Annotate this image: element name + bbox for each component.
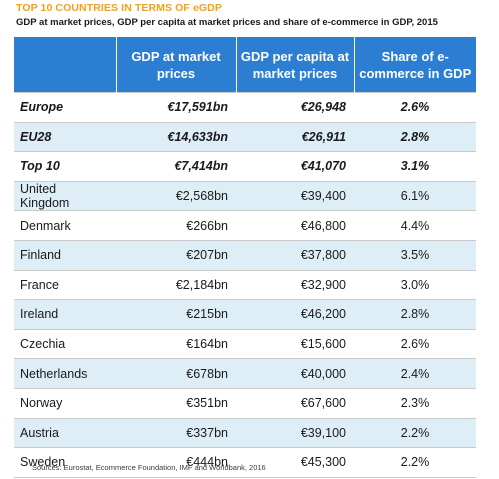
- cell-ecommerce-share: 2.8%: [354, 121, 476, 152]
- cell-gdp-per-capita: €15,600: [236, 328, 354, 359]
- cell-gdp-per-capita: €46,200: [236, 299, 354, 330]
- header-country: [14, 37, 116, 93]
- cell-country: Denmark: [14, 210, 116, 241]
- cell-gdp-per-capita: €40,000: [236, 358, 354, 389]
- cell-country: Netherlands: [14, 358, 116, 389]
- table-row: Denmark €266bn €46,800 4.4%: [14, 210, 476, 241]
- cell-country: Austria: [14, 417, 116, 448]
- cell-gdp: €2,184bn: [116, 269, 236, 300]
- cell-country: Czechia: [14, 328, 116, 359]
- cell-gdp-per-capita: €45,300: [236, 447, 354, 478]
- cell-ecommerce-share: 2.2%: [354, 417, 476, 448]
- table-row: Ireland €215bn €46,200 2.8%: [14, 299, 476, 330]
- cell-ecommerce-share: 2.2%: [354, 447, 476, 478]
- cell-country: Europe: [14, 92, 116, 123]
- cell-gdp: €164bn: [116, 328, 236, 359]
- table-row: Europe €17,591bn €26,948 2.6%: [14, 92, 476, 123]
- table-row: Czechia €164bn €15,600 2.6%: [14, 328, 476, 359]
- cell-gdp-per-capita: €41,070: [236, 151, 354, 182]
- table-row: Norway €351bn €67,600 2.3%: [14, 387, 476, 419]
- cell-gdp-per-capita: €39,100: [236, 417, 354, 448]
- table-row: EU28 €14,633bn €26,911 2.8%: [14, 121, 476, 152]
- header-gdp: GDP at market prices: [115, 37, 236, 93]
- cell-country: Sweden: [14, 447, 116, 478]
- cell-gdp: €14,633bn: [116, 121, 236, 152]
- egdp-table: GDP at market prices GDP per capita at m…: [14, 37, 476, 478]
- table-row: United Kingdom €2,568bn €39,400 6.1%: [14, 180, 476, 211]
- cell-gdp: €351bn: [116, 387, 236, 419]
- source-note: Sources: Eurostat, Ecommerce Foundation,…: [32, 463, 266, 472]
- cell-gdp: €266bn: [116, 210, 236, 241]
- cell-ecommerce-share: 2.6%: [354, 92, 476, 123]
- cell-gdp: €207bn: [116, 239, 236, 271]
- cell-ecommerce-share: 3.0%: [354, 269, 476, 300]
- cell-gdp: €444bn: [116, 447, 236, 478]
- cell-ecommerce-share: 3.5%: [354, 239, 476, 271]
- cell-country: Ireland: [14, 299, 116, 330]
- header-gdp-per-capita: GDP per capita at market prices: [235, 37, 354, 93]
- header-ecommerce-share: Share of e-commerce in GDP: [353, 37, 476, 93]
- cell-gdp: €678bn: [116, 358, 236, 389]
- cell-gdp: €337bn: [116, 417, 236, 448]
- table-row: Top 10 €7,414bn €41,070 3.1%: [14, 151, 476, 182]
- cell-gdp-per-capita: €26,911: [236, 121, 354, 152]
- table-title: TOP 10 COUNTRIES IN TERMS OF eGDP: [16, 2, 222, 14]
- cell-ecommerce-share: 4.4%: [354, 210, 476, 241]
- cell-gdp: €7,414bn: [116, 151, 236, 182]
- table-row: Netherlands €678bn €40,000 2.4%: [14, 358, 476, 389]
- cell-ecommerce-share: 2.4%: [354, 358, 476, 389]
- cell-gdp-per-capita: €46,800: [236, 210, 354, 241]
- cell-ecommerce-share: 2.8%: [354, 299, 476, 330]
- cell-country: Finland: [14, 239, 116, 271]
- cell-ecommerce-share: 2.6%: [354, 328, 476, 359]
- table-row: France €2,184bn €32,900 3.0%: [14, 269, 476, 300]
- cell-country: Norway: [14, 387, 116, 419]
- cell-gdp-per-capita: €67,600: [236, 387, 354, 419]
- cell-gdp-per-capita: €37,800: [236, 239, 354, 271]
- cell-ecommerce-share: 2.3%: [354, 387, 476, 419]
- cell-country: France: [14, 269, 116, 300]
- table-row: Austria €337bn €39,100 2.2%: [14, 417, 476, 448]
- cell-ecommerce-share: 6.1%: [354, 180, 476, 211]
- cell-country: United Kingdom: [14, 180, 116, 211]
- table-subtitle: GDP at market prices, GDP per capita at …: [16, 17, 438, 28]
- table-row: Finland €207bn €37,800 3.5%: [14, 239, 476, 271]
- header-row: GDP at market prices GDP per capita at m…: [14, 37, 476, 93]
- cell-gdp-per-capita: €32,900: [236, 269, 354, 300]
- cell-ecommerce-share: 3.1%: [354, 151, 476, 182]
- cell-gdp: €17,591bn: [116, 92, 236, 123]
- cell-gdp-per-capita: €26,948: [236, 92, 354, 123]
- cell-gdp: €2,568bn: [116, 180, 236, 211]
- cell-gdp: €215bn: [116, 299, 236, 330]
- cell-gdp-per-capita: €39,400: [236, 180, 354, 211]
- table-row: Sweden €444bn €45,300 2.2%: [14, 447, 476, 478]
- cell-country: Top 10: [14, 151, 116, 182]
- cell-country: EU28: [14, 121, 116, 152]
